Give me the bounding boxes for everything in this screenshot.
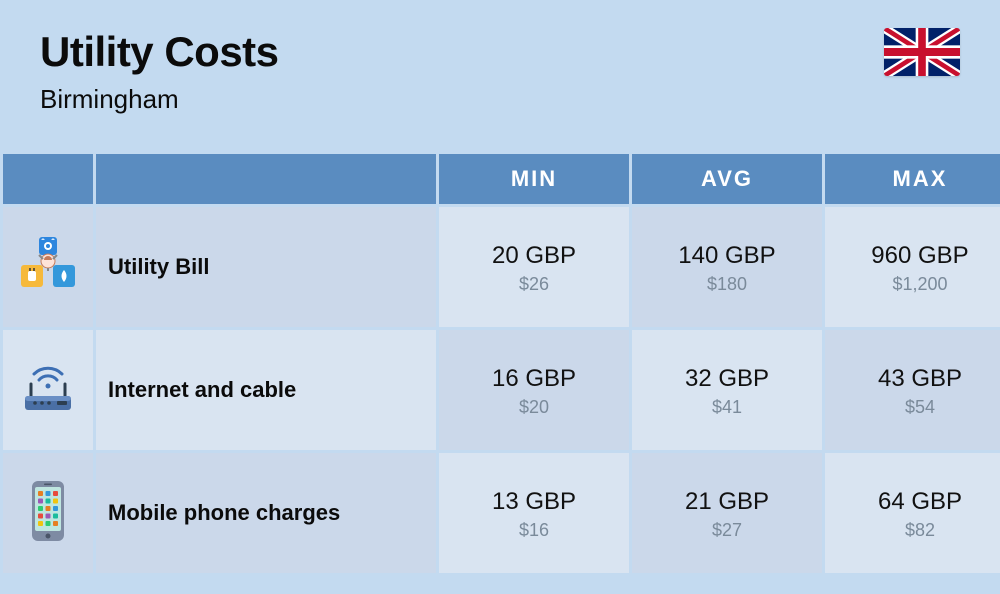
row-icon-cell <box>3 330 93 450</box>
uk-flag-icon <box>884 28 960 76</box>
header-blank-icon <box>3 154 93 204</box>
value-secondary: $1,200 <box>825 274 1000 295</box>
value-secondary: $16 <box>439 520 629 541</box>
utility-bill-icon <box>17 237 79 298</box>
table-header-row: MIN AVG MAX <box>3 154 1000 204</box>
header-avg: AVG <box>632 154 822 204</box>
costs-table: MIN AVG MAX <box>0 151 1000 576</box>
value-secondary: $41 <box>632 397 822 418</box>
cell-min: 13 GBP $16 <box>439 453 629 573</box>
row-icon-cell <box>3 453 93 573</box>
header-min: MIN <box>439 154 629 204</box>
value-primary: 20 GBP <box>439 242 629 270</box>
cell-max: 43 GBP $54 <box>825 330 1000 450</box>
value-primary: 43 GBP <box>825 365 1000 393</box>
page-subtitle: Birmingham <box>40 84 960 115</box>
table-row: Internet and cable 16 GBP $20 32 GBP $41… <box>3 330 1000 450</box>
row-label: Mobile phone charges <box>96 453 436 573</box>
value-primary: 64 GBP <box>825 488 1000 516</box>
cell-max: 960 GBP $1,200 <box>825 207 1000 327</box>
value-secondary: $54 <box>825 397 1000 418</box>
cell-avg: 140 GBP $180 <box>632 207 822 327</box>
value-primary: 960 GBP <box>825 242 1000 270</box>
cell-min: 20 GBP $26 <box>439 207 629 327</box>
value-secondary: $27 <box>632 520 822 541</box>
table-row: Utility Bill 20 GBP $26 140 GBP $180 960… <box>3 207 1000 327</box>
value-primary: 140 GBP <box>632 242 822 270</box>
value-secondary: $20 <box>439 397 629 418</box>
header-max: MAX <box>825 154 1000 204</box>
router-icon <box>17 360 79 421</box>
cell-min: 16 GBP $20 <box>439 330 629 450</box>
value-primary: 16 GBP <box>439 365 629 393</box>
value-primary: 21 GBP <box>632 488 822 516</box>
page-title: Utility Costs <box>40 28 960 76</box>
row-icon-cell <box>3 207 93 327</box>
value-secondary: $26 <box>439 274 629 295</box>
cell-avg: 32 GBP $41 <box>632 330 822 450</box>
row-label: Utility Bill <box>96 207 436 327</box>
header: Utility Costs Birmingham <box>0 0 1000 151</box>
row-label: Internet and cable <box>96 330 436 450</box>
cell-max: 64 GBP $82 <box>825 453 1000 573</box>
table-body: Utility Bill 20 GBP $26 140 GBP $180 960… <box>3 207 1000 573</box>
header-blank-label <box>96 154 436 204</box>
phone-icon <box>26 479 70 548</box>
cell-avg: 21 GBP $27 <box>632 453 822 573</box>
table-row: Mobile phone charges 13 GBP $16 21 GBP $… <box>3 453 1000 573</box>
value-primary: 13 GBP <box>439 488 629 516</box>
value-secondary: $180 <box>632 274 822 295</box>
value-primary: 32 GBP <box>632 365 822 393</box>
value-secondary: $82 <box>825 520 1000 541</box>
